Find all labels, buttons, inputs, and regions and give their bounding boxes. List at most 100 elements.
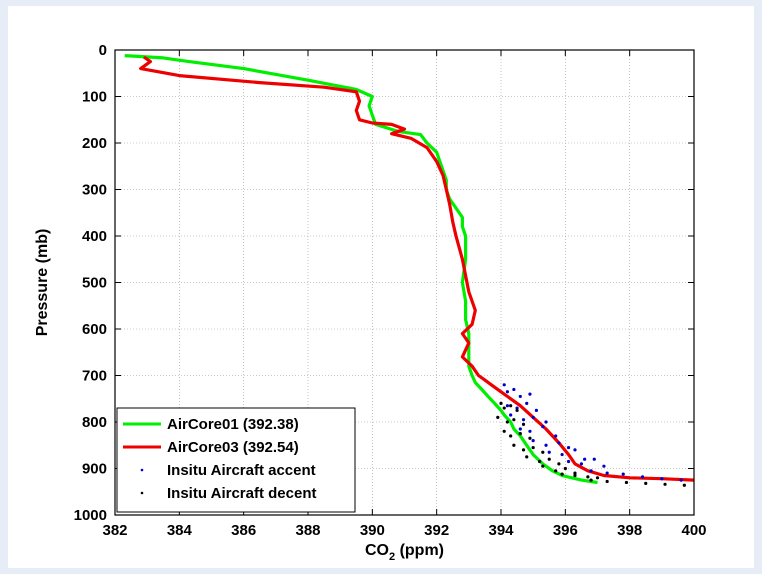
series-point-3 [541,450,545,454]
series-point-2 [589,469,593,473]
series-point-3 [563,466,567,471]
series-point-2 [554,434,558,438]
series-point-3 [521,448,526,452]
series-point-2 [605,471,609,475]
x-tick-label: 388 [295,522,320,539]
y-axis-label: Pressure (mb) [34,229,51,337]
series-point-3 [557,462,561,466]
series-point-3 [499,401,503,405]
y-tick-label: 100 [82,89,107,106]
series-point-3 [663,482,667,486]
series-point-2 [544,443,548,447]
legend-marker-decent [140,491,144,495]
series-point-2 [541,425,545,429]
series-point-2 [518,427,522,431]
y-tick-label: 700 [82,368,107,385]
series-point-2 [583,457,587,461]
series-point-2 [525,401,529,405]
series-point-3 [554,469,558,473]
series-point-2 [509,413,513,417]
series-point-2 [640,475,645,479]
x-tick-label: 400 [681,522,706,539]
series-point-3 [560,472,564,476]
series-point-3 [518,432,522,436]
series-point-3 [573,471,577,475]
series-point-3 [525,455,529,459]
x-tick-label: 396 [553,522,578,539]
series-point-3 [541,464,545,468]
series-point-2 [579,462,584,466]
series-point-3 [605,479,609,484]
data-series [124,54,695,487]
series-point-2 [528,429,532,433]
x-axis-label: CO2 (ppm) [365,542,444,563]
legend-label-decent: Insitu Aircraft decent [167,485,316,502]
series-point-3 [682,483,686,487]
series-point-2 [515,406,519,410]
series-point-2 [544,420,548,424]
y-tick-label: 200 [82,135,107,152]
series-point-3 [509,404,513,408]
legend: AirCore01 (392.38) AirCore03 (392.54) In… [116,407,356,513]
series-point-3 [505,420,510,424]
series-point-3 [589,478,593,482]
x-tick-label: 384 [167,522,193,539]
series-point-3 [509,434,513,438]
series-point-3 [512,418,516,422]
series-point-3 [595,476,600,480]
legend-label-aircore01: AirCore01 (392.38) [167,416,299,433]
series-point-3 [644,481,648,485]
series-point-2 [521,418,526,422]
y-tick-label: 400 [82,228,107,245]
series-point-3 [512,443,516,447]
series-point-2 [566,445,571,450]
x-tick-label: 398 [617,522,642,539]
x-tick-label: 386 [231,522,256,539]
series-point-3 [586,475,590,479]
series-point-2 [560,452,564,457]
legend-marker-accent [140,468,144,472]
y-tick-label: 900 [82,461,107,478]
y-tick-label: 600 [82,321,107,338]
x-tick-label: 382 [102,522,127,539]
series-point-2 [528,392,532,396]
series-point-3 [573,473,577,478]
series-point-3 [528,436,532,440]
x-tick-label: 390 [360,522,385,539]
series-point-2 [512,387,516,392]
axis-ticks: 382 384 386 388 390 392 394 396 398 400 0 100 200 300… [74,42,707,539]
y-tick-label: 500 [82,275,107,292]
series-point-3 [538,459,542,464]
y-tick-label: 1000 [74,507,107,524]
series-point-3 [521,422,526,426]
series-point-2 [531,439,535,443]
series-point-3 [547,457,551,461]
series-point-3 [531,445,535,450]
series-point-2 [557,441,561,445]
series-point-3 [502,406,506,410]
x-axis-label-unit: (ppm) [395,542,444,559]
series-point-3 [496,415,500,419]
series-point-2 [573,448,577,452]
y-tick-label: 0 [99,42,107,59]
series-point-3 [502,429,506,433]
legend-label-accent: Insitu Aircraft accent [167,462,316,479]
series-point-2 [679,478,683,482]
series-point-2 [660,477,664,481]
series-point-2 [531,415,535,419]
series-point-2 [518,394,522,399]
series-point-2 [566,459,571,464]
x-axis-label-subscript: 2 [389,551,395,563]
series-point-2 [547,450,551,454]
x-axis-label-main: CO [365,542,389,559]
series-point-2 [505,404,510,408]
series-point-3 [515,408,519,412]
series-point-2 [502,383,506,387]
y-tick-label: 300 [82,182,107,199]
series-point-2 [621,472,625,476]
x-tick-label: 392 [424,522,449,539]
series-point-3 [624,480,629,485]
y-tick-label: 800 [82,414,107,431]
series-point-2 [505,390,510,394]
